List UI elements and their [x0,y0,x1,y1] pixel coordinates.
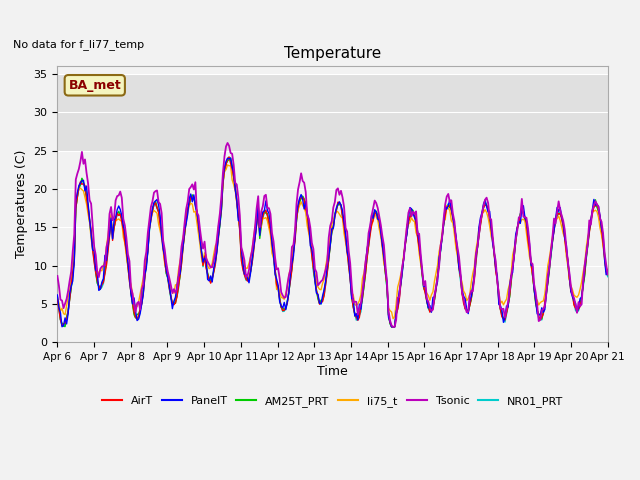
Y-axis label: Temperatures (C): Temperatures (C) [15,150,28,258]
X-axis label: Time: Time [317,365,348,378]
Bar [58,74,608,151]
Legend: AirT, PanelT, AM25T_PRT, li75_t, Tsonic, NR01_PRT: AirT, PanelT, AM25T_PRT, li75_t, Tsonic,… [97,392,568,411]
Text: No data for f_li77_temp: No data for f_li77_temp [13,39,145,50]
Text: BA_met: BA_met [68,79,121,92]
Title: Temperature: Temperature [284,46,381,61]
